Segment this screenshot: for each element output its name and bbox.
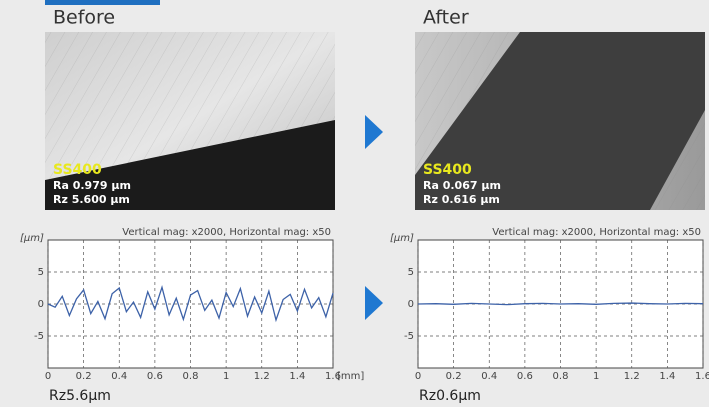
y-tick-label: -5 <box>34 331 44 342</box>
x-tick-label: 1.6 <box>325 371 341 382</box>
heading: After <box>423 7 469 29</box>
x-tick-label: 0.8 <box>183 371 199 382</box>
photo-label: Rz 5.600 µm <box>53 193 130 206</box>
x-tick-label: 0.4 <box>111 371 127 382</box>
y-tick-label: -5 <box>404 331 414 342</box>
caption: Rz0.6μm <box>419 388 481 404</box>
x-tick-label: 1.2 <box>254 371 270 382</box>
x-tick-label: 1.6 <box>695 371 709 382</box>
x-tick-label: 1.2 <box>624 371 640 382</box>
photo-label: Ra 0.979 µm <box>53 179 131 192</box>
photo-label: Rz 0.616 µm <box>423 193 500 206</box>
y-tick-label: 0 <box>38 299 44 310</box>
x-axis-label: [mm] <box>337 371 364 382</box>
x-tick-label: 1.4 <box>659 371 675 382</box>
x-tick-label: 0.6 <box>517 371 533 382</box>
heading: Before <box>53 7 115 29</box>
x-tick-label: 0.4 <box>481 371 497 382</box>
y-axis-label: [μm] <box>20 233 44 244</box>
arrow <box>365 115 383 149</box>
photo-before <box>45 32 335 210</box>
x-tick-label: 1 <box>223 371 229 382</box>
x-tick-label: 1.4 <box>289 371 305 382</box>
x-tick-label: 0 <box>45 371 51 382</box>
y-tick-label: 5 <box>408 267 414 278</box>
x-tick-label: 0.8 <box>553 371 569 382</box>
caption: Rz5.6μm <box>49 388 111 404</box>
plot-area <box>47 239 334 369</box>
photo-label: SS400 <box>423 162 472 178</box>
profile-line <box>47 285 334 323</box>
photo-label: SS400 <box>53 162 102 178</box>
x-tick-label: 0.2 <box>76 371 92 382</box>
arrow <box>365 286 383 320</box>
x-tick-label: 0.2 <box>446 371 462 382</box>
x-tick-label: 0.6 <box>147 371 163 382</box>
y-axis-label: [μm] <box>390 233 414 244</box>
photo-after <box>415 32 705 210</box>
tab <box>45 0 160 5</box>
y-tick-label: 5 <box>38 267 44 278</box>
photo-label: Ra 0.067 µm <box>423 179 501 192</box>
x-tick-label: 1 <box>593 371 599 382</box>
chart-title: Vertical mag: x2000, Horizontal mag: x50 <box>122 227 331 238</box>
x-tick-label: 0 <box>415 371 421 382</box>
chart-title: Vertical mag: x2000, Horizontal mag: x50 <box>492 227 701 238</box>
profile-line <box>417 302 704 306</box>
y-tick-label: 0 <box>408 299 414 310</box>
